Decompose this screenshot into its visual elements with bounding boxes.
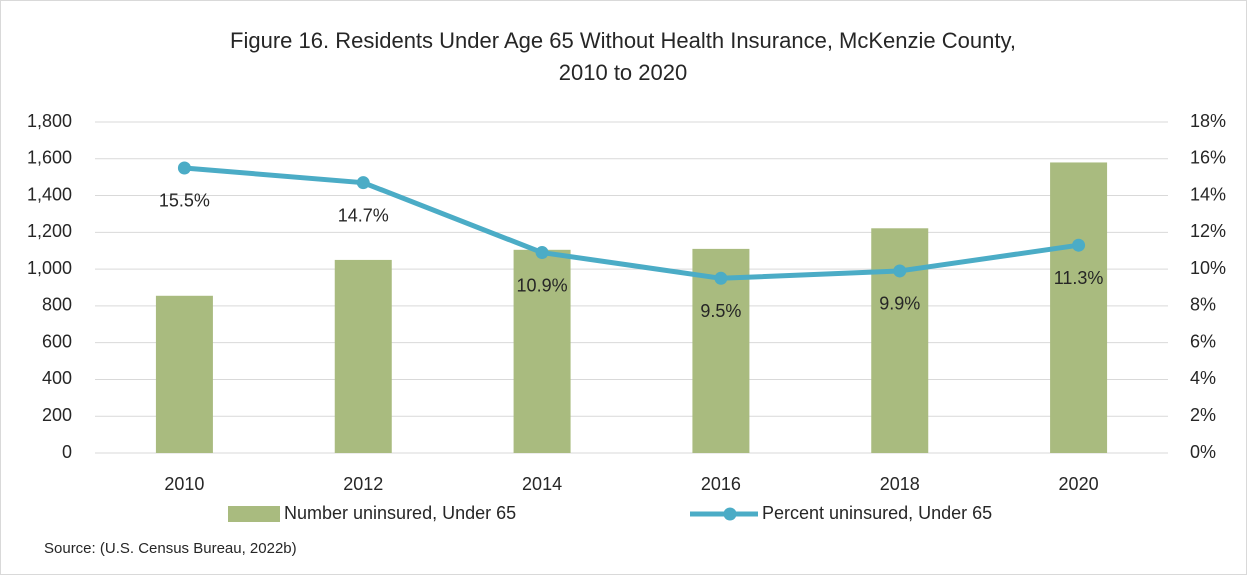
x-tick-label: 2020 (1059, 474, 1099, 494)
y-tick-label: 1,600 (27, 148, 72, 168)
y2-tick-label: 18% (1190, 111, 1226, 131)
legend-swatch (228, 506, 280, 522)
x-tick-label: 2018 (880, 474, 920, 494)
y2-tick-label: 10% (1190, 258, 1226, 278)
data-label: 9.5% (700, 301, 741, 321)
x-tick-label: 2010 (164, 474, 204, 494)
line-point (177, 161, 191, 175)
y-tick-label: 400 (42, 368, 72, 388)
legend-swatch (723, 507, 737, 521)
data-label: 15.5% (159, 191, 210, 211)
legend-label: Percent uninsured, Under 65 (762, 503, 992, 523)
legend-label: Number uninsured, Under 65 (284, 503, 516, 523)
x-tick-label: 2012 (343, 474, 383, 494)
y2-tick-label: 0% (1190, 442, 1216, 462)
line-point (356, 176, 370, 190)
y-tick-label: 200 (42, 405, 72, 425)
y-tick-label: 800 (42, 295, 72, 315)
bar (155, 295, 213, 453)
line (184, 165, 1079, 281)
y2-tick-label: 8% (1190, 295, 1216, 315)
data-label: 11.3% (1054, 268, 1104, 288)
y2-tick-label: 12% (1190, 221, 1226, 241)
chart-title: 2010 to 2020 (559, 60, 687, 85)
x-tick-label: 2014 (522, 474, 562, 494)
bar (871, 228, 929, 453)
y2-tick-label: 4% (1190, 368, 1216, 388)
y-tick-label: 1,400 (27, 184, 72, 204)
data-label: 9.9% (879, 294, 920, 314)
line-point (1072, 238, 1086, 252)
y2-tick-label: 14% (1190, 184, 1226, 204)
line-point (535, 246, 549, 260)
bar (1050, 162, 1108, 453)
bar (334, 259, 392, 453)
line-point (893, 264, 907, 278)
y-tick-label: 600 (42, 331, 72, 351)
data-label: 10.9% (517, 275, 568, 295)
y-tick-label: 1,200 (27, 221, 72, 241)
y-tick-label: 0 (62, 442, 72, 462)
y2-tick-label: 6% (1190, 331, 1216, 351)
y2-tick-label: 16% (1190, 148, 1226, 168)
chart-title: Figure 16. Residents Under Age 65 Withou… (230, 28, 1016, 53)
source-note: Source: (U.S. Census Bureau, 2022b) (44, 540, 297, 557)
data-label: 14.7% (338, 205, 389, 225)
x-tick-label: 2016 (701, 474, 741, 494)
line-point (714, 271, 728, 285)
y-tick-label: 1,000 (27, 258, 72, 278)
y-tick-label: 1,800 (27, 111, 72, 131)
y2-tick-label: 2% (1190, 405, 1216, 425)
bar (513, 249, 571, 453)
